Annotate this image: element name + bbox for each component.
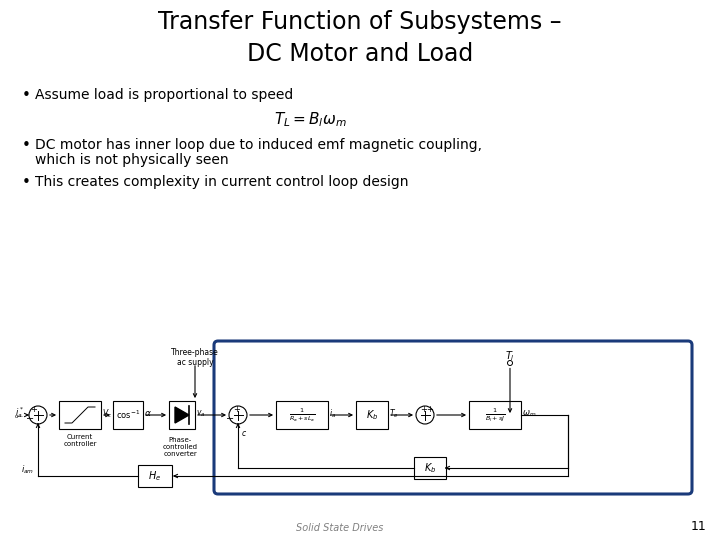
Bar xyxy=(169,401,195,429)
Circle shape xyxy=(508,361,513,366)
Text: $v_a$: $v_a$ xyxy=(196,409,205,419)
Text: +: + xyxy=(426,406,433,415)
Bar xyxy=(113,401,143,429)
Text: o—: o— xyxy=(15,415,24,420)
Text: $\frac{1}{R_a+sL_a}$: $\frac{1}{R_a+sL_a}$ xyxy=(289,406,315,424)
Circle shape xyxy=(29,406,47,424)
Text: $i_a$: $i_a$ xyxy=(329,408,336,420)
Text: Phase-
controlled
converter: Phase- controlled converter xyxy=(163,437,197,457)
Text: $T_l$: $T_l$ xyxy=(505,349,515,363)
Text: $K_b$: $K_b$ xyxy=(366,408,378,422)
Text: $c$: $c$ xyxy=(241,429,247,438)
Text: This creates complexity in current control loop design: This creates complexity in current contr… xyxy=(35,175,408,189)
Text: $\omega_m$: $\omega_m$ xyxy=(522,409,536,419)
Text: Three-phase
ac supply: Three-phase ac supply xyxy=(171,348,219,367)
Text: +: + xyxy=(233,406,240,415)
Text: $i_a^*$: $i_a^*$ xyxy=(15,406,24,421)
Text: Current
controller: Current controller xyxy=(63,434,96,447)
Text: +: + xyxy=(420,406,428,415)
FancyBboxPatch shape xyxy=(214,341,692,494)
Text: DC Motor and Load: DC Motor and Load xyxy=(247,42,473,66)
Bar xyxy=(59,401,101,429)
Text: $T_e$: $T_e$ xyxy=(389,408,399,420)
Bar xyxy=(414,457,446,479)
Text: −: − xyxy=(26,414,34,424)
Text: $\alpha$: $\alpha$ xyxy=(144,409,152,418)
Text: which is not physically seen: which is not physically seen xyxy=(35,153,229,167)
Text: Assume load is proportional to speed: Assume load is proportional to speed xyxy=(35,88,293,102)
Text: −: − xyxy=(226,414,234,424)
Bar xyxy=(469,401,521,429)
Circle shape xyxy=(416,406,434,424)
Text: $\cos^{-1}$: $\cos^{-1}$ xyxy=(116,409,140,421)
Bar xyxy=(276,401,328,429)
Text: $T_L = B_l\omega_m$: $T_L = B_l\omega_m$ xyxy=(274,110,346,129)
Text: Transfer Function of Subsystems –: Transfer Function of Subsystems – xyxy=(158,10,562,34)
Bar xyxy=(138,465,172,487)
Text: $K_b$: $K_b$ xyxy=(424,461,436,475)
Polygon shape xyxy=(175,407,189,423)
Text: •: • xyxy=(22,138,31,153)
Text: 11: 11 xyxy=(690,520,706,533)
Circle shape xyxy=(229,406,247,424)
Text: $V_c$: $V_c$ xyxy=(102,408,112,420)
Text: $i_{am}$: $i_{am}$ xyxy=(22,464,35,476)
Text: •: • xyxy=(22,88,31,103)
Text: Solid State Drives: Solid State Drives xyxy=(297,523,384,533)
Text: $H_e$: $H_e$ xyxy=(148,469,161,483)
Bar xyxy=(356,401,388,429)
Text: +: + xyxy=(30,406,37,415)
Text: $\frac{1}{B_l+sJ}$: $\frac{1}{B_l+sJ}$ xyxy=(485,406,505,424)
Text: DC motor has inner loop due to induced emf magnetic coupling,: DC motor has inner loop due to induced e… xyxy=(35,138,482,152)
Text: •: • xyxy=(22,175,31,190)
